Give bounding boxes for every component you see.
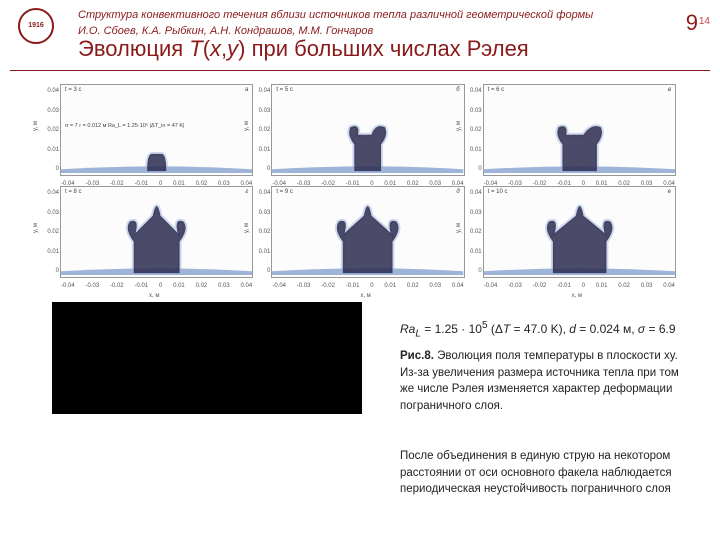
panel-tag: в (668, 87, 671, 93)
subplot: 0.040.030.020.010y, м-0.04-0.03-0.02-0.0… (271, 186, 464, 278)
university-logo: 1916 (18, 8, 54, 44)
panel-tag: г (245, 189, 248, 195)
plume-plot (61, 187, 252, 277)
parameters-line: RaL = 1.25 · 105 (ΔT = 47.0 K), d = 0.02… (400, 320, 676, 339)
panel-time: t = 9 с (276, 189, 293, 195)
subplot: 0.040.030.020.010y, м-0.04-0.03-0.02-0.0… (60, 84, 253, 176)
page-total: 14 (699, 16, 710, 27)
video-placeholder (52, 302, 362, 414)
slide: 1916 Структура конвективного течения вбл… (0, 0, 720, 540)
caption-label: Рис.8. (400, 350, 434, 362)
plume-plot (61, 85, 252, 175)
panel-tag: а (245, 87, 248, 93)
plume-plot (484, 85, 675, 175)
panel-tag: д (456, 189, 459, 195)
panel-time: t = 3 с (65, 87, 82, 93)
page-number: 9 (686, 10, 698, 36)
figure-grid: 0.040.030.020.010y, м-0.04-0.03-0.02-0.0… (60, 84, 676, 284)
caption-text: Эволюция поля температуры в плоскости xy… (400, 350, 679, 412)
figure-caption: Рис.8. Эволюция поля температуры в плоск… (400, 348, 696, 415)
panel-tag: е (668, 189, 671, 195)
divider (10, 70, 710, 71)
subplot: 0.040.030.020.010y, м-0.04-0.03-0.02-0.0… (271, 84, 464, 176)
panel-params: σ = 7 r = 0.012 м Ra_L = 1.25·10⁵ |ΔT_in… (65, 123, 184, 130)
header-title: Структура конвективного течения вблизи и… (78, 9, 593, 21)
slide-title: Эволюция T(x,y) при больших числах Рэлея (78, 36, 529, 62)
plume-plot (272, 187, 463, 277)
panel-time: t = 5 с (276, 87, 293, 93)
panel-time: t = 10 с (488, 189, 508, 195)
panel-time: t = 8 с (65, 189, 82, 195)
plume-plot (272, 85, 463, 175)
plume-plot (484, 187, 675, 277)
figure-caption-2: После объединения в единую струю на неко… (400, 448, 696, 498)
subplot: 0.040.030.020.010y, м-0.04-0.03-0.02-0.0… (60, 186, 253, 278)
panel-time: t = 6 с (488, 87, 505, 93)
subplot: 0.040.030.020.010y, м-0.04-0.03-0.02-0.0… (483, 186, 676, 278)
subplot: 0.040.030.020.010y, м-0.04-0.03-0.02-0.0… (483, 84, 676, 176)
panel-tag: б (456, 87, 459, 93)
